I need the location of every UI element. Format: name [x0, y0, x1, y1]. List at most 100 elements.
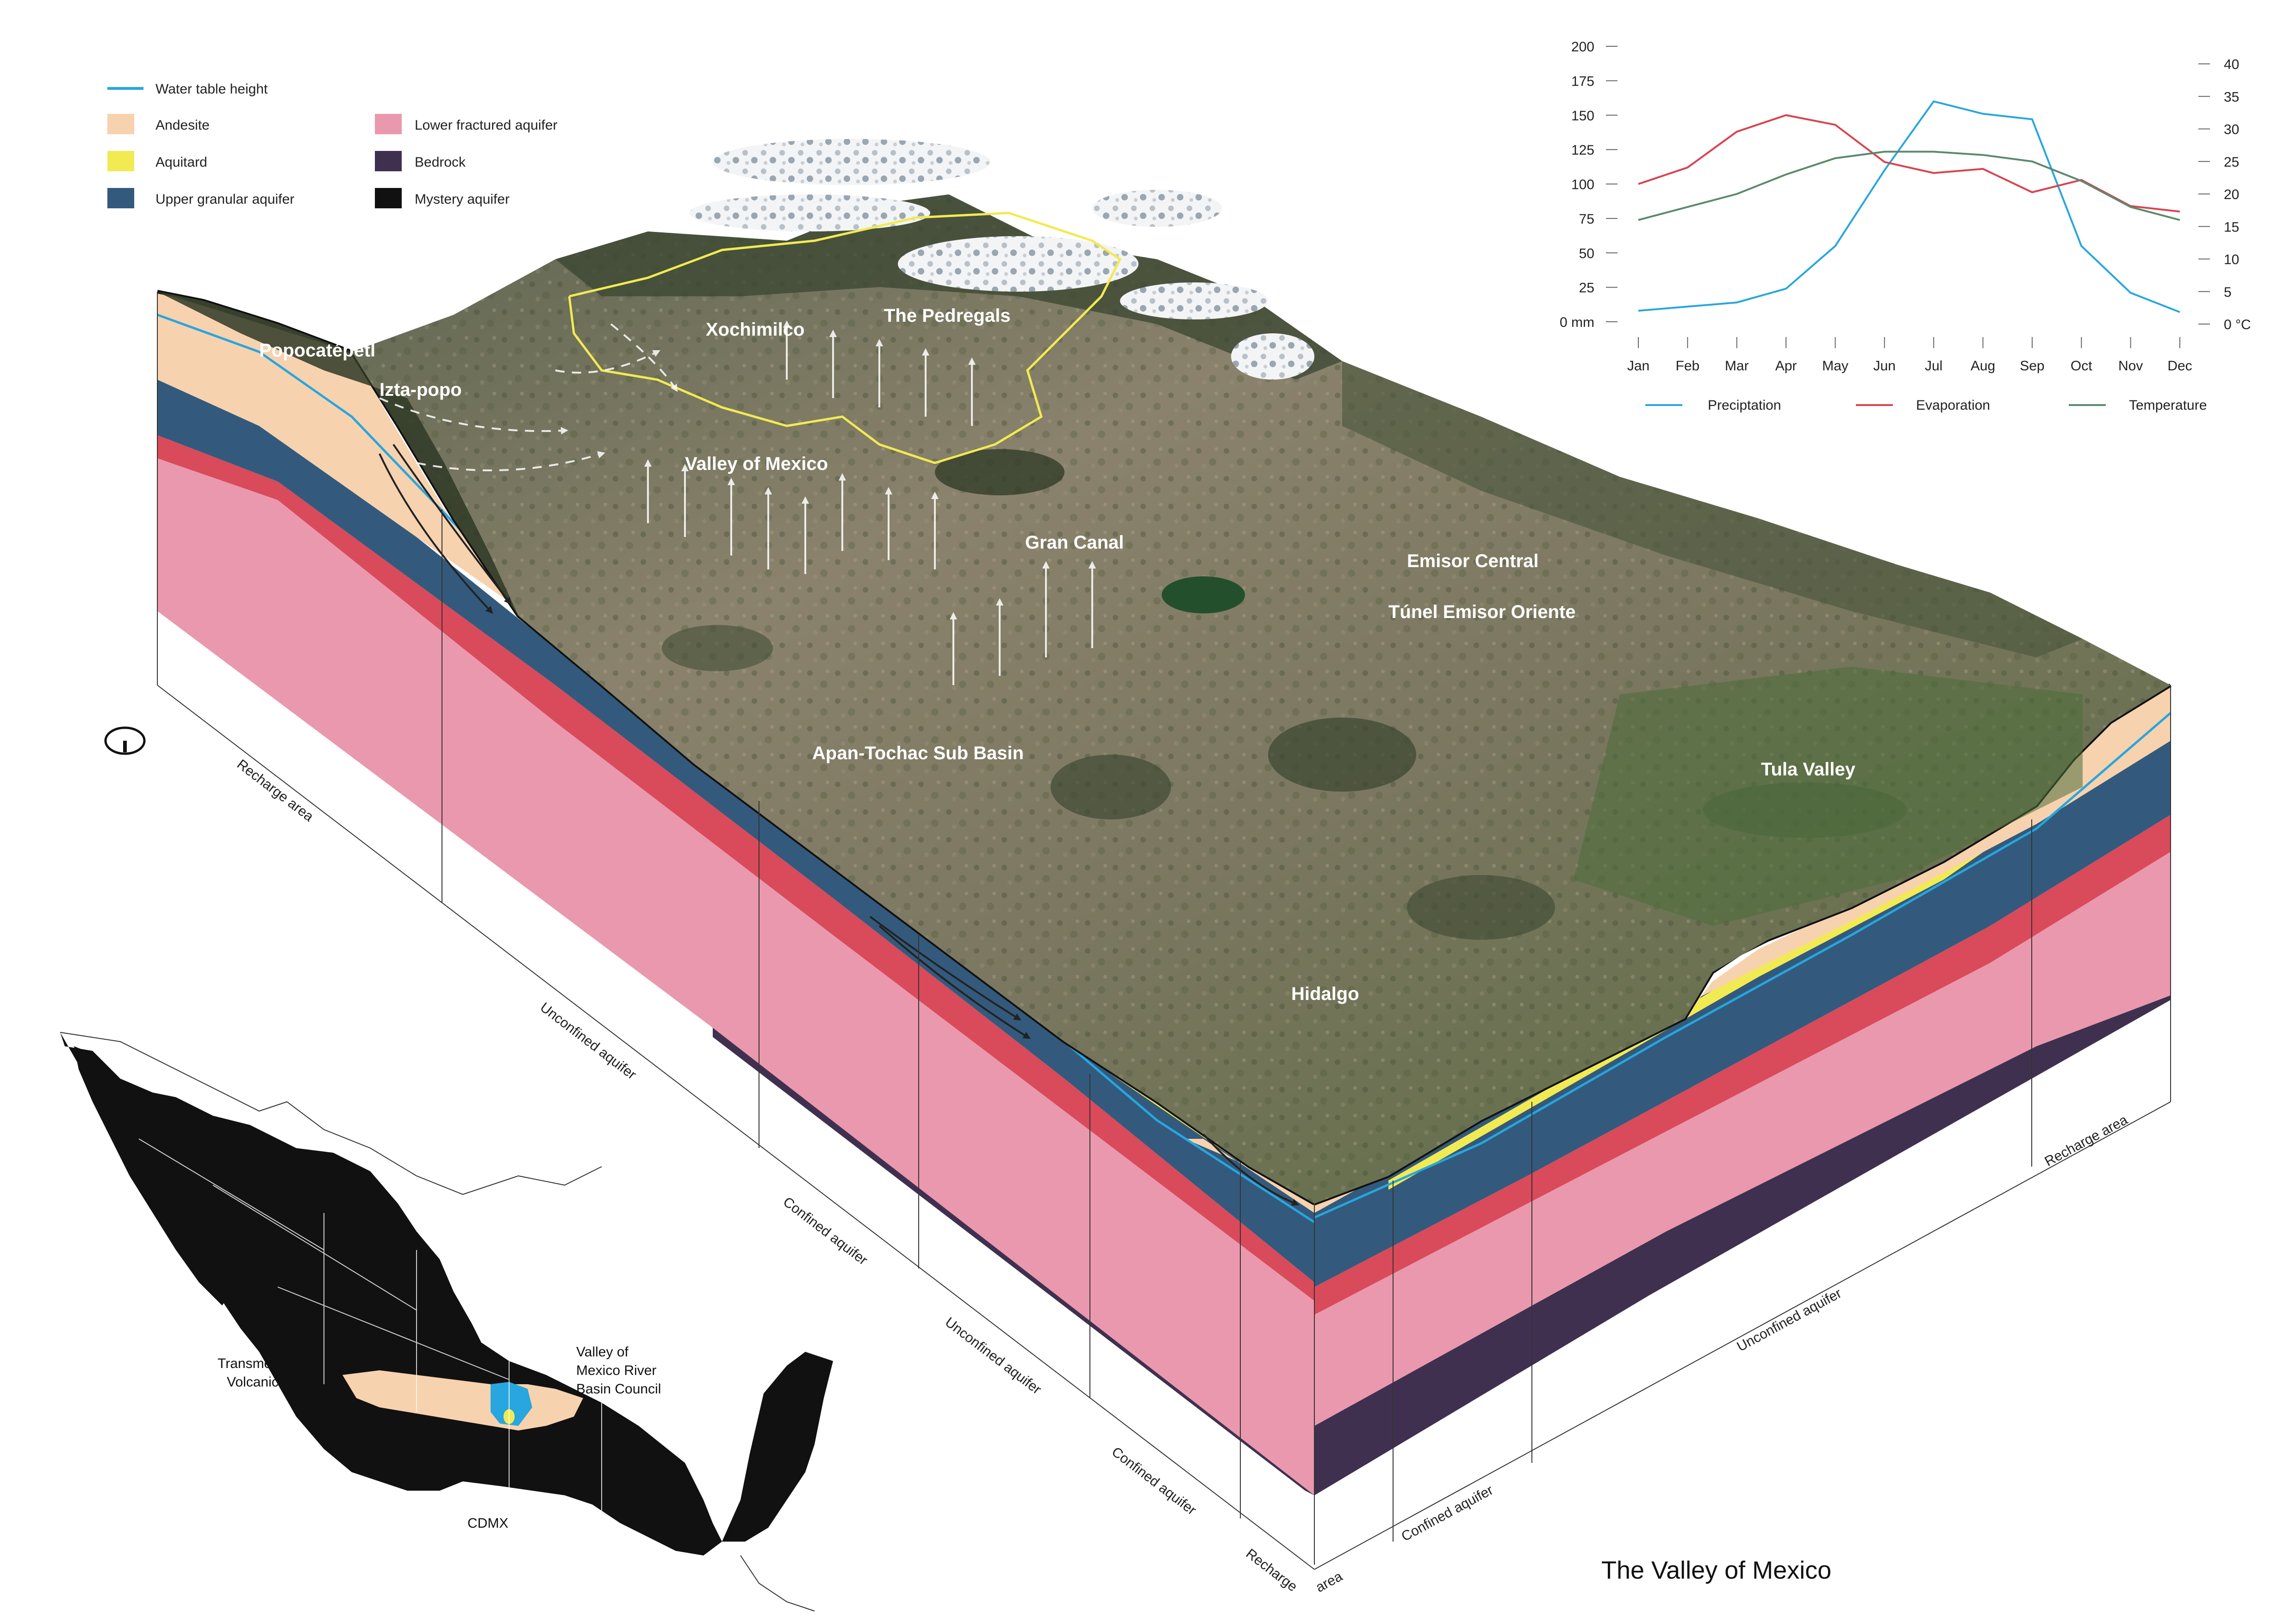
- compass-ring: [104, 726, 146, 755]
- central-mountain-3: [1051, 755, 1171, 819]
- month-axis: Jan Feb Mar Apr May Jun Jul Aug Sep Oct Nov Dec: [1627, 337, 2192, 374]
- right-cross-section: [1313, 683, 2172, 1495]
- right-water-table: [1313, 712, 2172, 1219]
- flow-arrow: [379, 397, 568, 435]
- legend-label-andesite: Andesite: [156, 118, 210, 133]
- terrain-texture: [157, 194, 2171, 1204]
- guatemala-border: [740, 1555, 815, 1612]
- border: [138, 1138, 324, 1250]
- month-label: Sep: [2020, 358, 2044, 374]
- zone-label-area: area: [1313, 1568, 1345, 1595]
- right-axis-label: 40: [2224, 57, 2239, 72]
- border: [277, 1287, 510, 1380]
- flow-arrow: [869, 916, 1021, 1021]
- flow-arrow: [392, 443, 511, 605]
- central-mountain-5: [662, 625, 773, 671]
- legend-label-mystery: Mystery aquifer: [415, 192, 510, 207]
- label-pedregals: The Pedregals: [884, 306, 1010, 326]
- legend-label-aquitard: Aquitard: [156, 155, 207, 170]
- flow-arrow: [379, 453, 493, 614]
- month-label: Jun: [1873, 358, 1896, 374]
- chart-series: [1638, 100, 2180, 313]
- label-transmexican-2: Volcanic Belt: [227, 1374, 306, 1390]
- label-apan-tochac: Apan-Tochac Sub Basin: [812, 743, 1024, 763]
- left-upper-granular-aquifer: [157, 380, 1314, 1282]
- zone-label-recharge-area-left: Recharge area: [234, 756, 317, 824]
- section-dividers: [157, 292, 2171, 1565]
- legend-label-evaporation: Evaporation: [1916, 398, 1990, 413]
- legend-label-precipitation: Preciptation: [1708, 398, 1781, 413]
- right-axis-label: 35: [2224, 89, 2239, 105]
- month-label: Aug: [1971, 358, 1995, 374]
- right-lower-fractured-aquifer: [1314, 852, 2171, 1426]
- left-axis-label: 100: [1571, 177, 1594, 193]
- left-axis: 0 mm 25 50 75 100 125 150 175 200: [1560, 39, 1618, 330]
- legend-swatch-mystery: [375, 188, 402, 208]
- label-izta-popo: Izta-popo: [380, 380, 462, 400]
- mexico-land: [60, 1032, 722, 1555]
- eastern-mountains: [1342, 361, 2083, 657]
- label-gran-canal: Gran Canal: [1025, 532, 1124, 553]
- month-label: Mar: [1725, 358, 1749, 374]
- left-axis-label: 125: [1571, 143, 1594, 158]
- right-axis-label: 30: [2224, 122, 2239, 137]
- flow-arrow: [416, 451, 605, 471]
- legend: Water table height Andesite Aquitard Upp…: [107, 81, 558, 208]
- us-border: [60, 1032, 602, 1195]
- central-mountain-1: [935, 449, 1064, 495]
- month-label: Nov: [2118, 358, 2143, 374]
- label-hidalgo: Hidalgo: [1291, 984, 1359, 1004]
- subsurface-flow-arrows: [379, 443, 1300, 1206]
- right-lower-fractured-band: [1314, 815, 2171, 1315]
- central-mountain-2: [1268, 718, 1416, 792]
- zone-label-confined-aquifer-right: Confined aquifer: [1399, 1482, 1496, 1544]
- cloud: [1092, 190, 1222, 227]
- mexico-map: Transmexican Volcanic Belt Valley of Mex…: [60, 1032, 833, 1612]
- evaporation-line: [1638, 114, 2180, 212]
- left-axis-label: 175: [1571, 74, 1594, 89]
- zone-label-confined-aquifer-1: Confined aquifer: [780, 1194, 871, 1268]
- dimension-line-left: [157, 685, 1315, 1570]
- cloud: [713, 139, 990, 185]
- label-transmexican-1: Transmexican: [218, 1356, 304, 1371]
- baja-california: [74, 1046, 231, 1305]
- month-label: Apr: [1775, 358, 1797, 374]
- month-label: Oct: [2071, 358, 2092, 374]
- flow-arrow: [610, 323, 678, 392]
- month-label: Jan: [1627, 358, 1649, 374]
- label-tula-valley: Tula Valley: [1761, 759, 1856, 780]
- flow-arrow: [1202, 1133, 1300, 1206]
- left-lower-fractured-aquifer: [157, 458, 1314, 1495]
- label-valley-of-mexico: Valley of Mexico: [685, 454, 828, 474]
- zone-label-unconfined-aquifer-right: Unconfined aquifer: [1735, 1286, 1844, 1355]
- zone-dimension-lines: [157, 685, 2171, 1570]
- climate-chart: 0 mm 25 50 75 100 125 150 175 200 0 °C 5 10 15 20 25 3…: [1560, 39, 2251, 413]
- legend-label-temperature: Temperature: [2129, 398, 2207, 413]
- precipitation-line: [1638, 100, 2180, 313]
- zone-label-recharge-area-right: Recharge area: [2042, 1112, 2130, 1169]
- cloud: [1231, 333, 1314, 380]
- flow-arrow: [878, 925, 1031, 1039]
- zone-label-confined-aquifer-2: Confined aquifer: [1109, 1444, 1199, 1518]
- month-label: Jul: [1925, 358, 1942, 374]
- label-basin-council-2: Mexico River: [576, 1363, 656, 1378]
- legend-label-lower-fractured: Lower fractured aquifer: [415, 118, 558, 133]
- left-axis-label: 200: [1571, 39, 1594, 55]
- compass-icon: [104, 726, 146, 755]
- dimension-line-right: [1314, 1101, 2171, 1570]
- right-axis-label: 0 °C: [2224, 317, 2251, 332]
- label-xochimilco: Xochimilco: [706, 319, 804, 340]
- right-bedrock: [1314, 995, 2171, 1495]
- legend-label-bedrock: Bedrock: [415, 155, 466, 170]
- label-cdmx: CDMX: [467, 1516, 508, 1531]
- legend-label-upper-granular: Upper granular aquifer: [156, 192, 294, 207]
- figure-title: The Valley of Mexico: [1601, 1556, 1831, 1584]
- valley-basin-council: [491, 1382, 532, 1426]
- month-label: Feb: [1676, 358, 1700, 374]
- left-mountain-ridge: [157, 292, 518, 616]
- block-diagram: Popocatépetl Izta-popo Xochimilco The Pe…: [157, 139, 2172, 1595]
- month-label: May: [1822, 358, 1848, 374]
- left-axis-label: 25: [1579, 281, 1594, 296]
- right-axis: 0 °C 5 10 15 20 25 30 35 40: [2198, 57, 2251, 332]
- label-basin-council-1: Valley of: [576, 1344, 629, 1360]
